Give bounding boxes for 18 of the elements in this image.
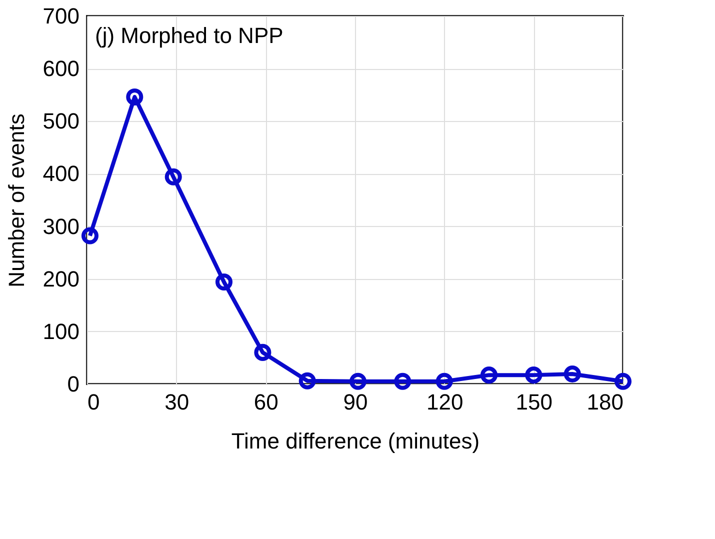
y-tick-label: 0 <box>67 372 80 396</box>
y-axis-title: Number of events <box>4 114 29 288</box>
x-tick-label: 120 <box>426 390 464 414</box>
x-tick-label: 150 <box>516 390 553 414</box>
y-tick-label: 400 <box>42 161 80 186</box>
x-tick-label: 30 <box>164 390 190 414</box>
y-tick-label: 100 <box>42 318 80 344</box>
y-tick-label: 300 <box>42 214 80 239</box>
x-axis-title: Time difference (minutes) <box>231 428 480 454</box>
x-tick-label: 180 <box>586 390 624 414</box>
x-tick-label: 60 <box>254 390 278 414</box>
x-tick-label: 0 <box>88 390 100 414</box>
annotation: (j) Morphed to NPP <box>95 23 284 48</box>
y-tick-label: 200 <box>42 266 80 292</box>
x-tick-label: 90 <box>343 390 368 414</box>
y-tick-label: 600 <box>42 56 80 82</box>
y-tick-label: 500 <box>42 108 80 134</box>
y-tick-label: 700 <box>42 4 80 28</box>
